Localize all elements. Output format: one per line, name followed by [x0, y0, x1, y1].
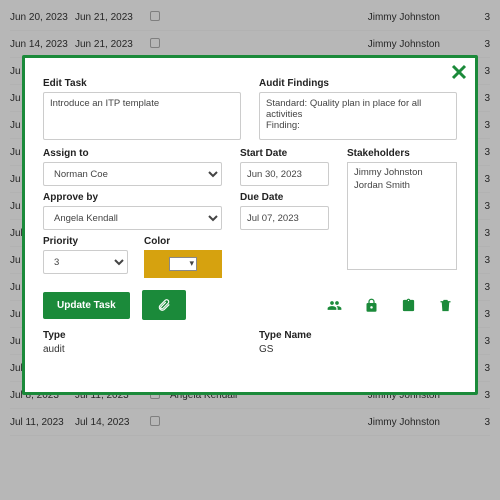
people-icon[interactable]	[327, 298, 342, 313]
attach-button[interactable]	[142, 290, 186, 320]
trash-icon[interactable]	[438, 298, 453, 313]
priority-label: Priority	[43, 236, 128, 247]
type-label: Type	[43, 330, 241, 341]
list-item[interactable]: Jordan Smith	[354, 180, 450, 191]
approve-by-label: Approve by	[43, 192, 222, 203]
lock-icon[interactable]	[364, 298, 379, 313]
edit-task-label: Edit Task	[43, 78, 241, 89]
audit-findings-input[interactable]: Standard: Quality plan in place for all …	[259, 92, 457, 140]
type-value: audit	[43, 344, 241, 355]
priority-select[interactable]: 3	[43, 250, 128, 274]
due-date-input[interactable]	[240, 206, 329, 230]
list-item[interactable]: Jimmy Johnston	[354, 167, 450, 178]
color-label: Color	[144, 236, 222, 247]
paperclip-icon	[157, 298, 171, 312]
clipboard-icon[interactable]	[401, 298, 416, 313]
assign-to-select[interactable]: Norman Coe	[43, 162, 222, 186]
type-name-label: Type Name	[259, 330, 457, 341]
audit-findings-label: Audit Findings	[259, 78, 457, 89]
type-name-value: GS	[259, 344, 457, 355]
edit-task-input[interactable]: Introduce an ITP template	[43, 92, 241, 140]
due-date-label: Due Date	[240, 192, 329, 203]
start-date-label: Start Date	[240, 148, 329, 159]
stakeholders-label: Stakeholders	[347, 148, 457, 159]
start-date-input[interactable]	[240, 162, 329, 186]
stakeholders-list[interactable]: Jimmy Johnston Jordan Smith	[347, 162, 457, 270]
color-picker[interactable]	[144, 250, 222, 278]
close-icon[interactable]	[451, 64, 467, 85]
update-task-button[interactable]: Update Task	[43, 292, 130, 319]
assign-to-label: Assign to	[43, 148, 222, 159]
approve-by-select[interactable]: Angela Kendall	[43, 206, 222, 230]
edit-task-modal: Edit Task Introduce an ITP template Audi…	[22, 55, 478, 395]
